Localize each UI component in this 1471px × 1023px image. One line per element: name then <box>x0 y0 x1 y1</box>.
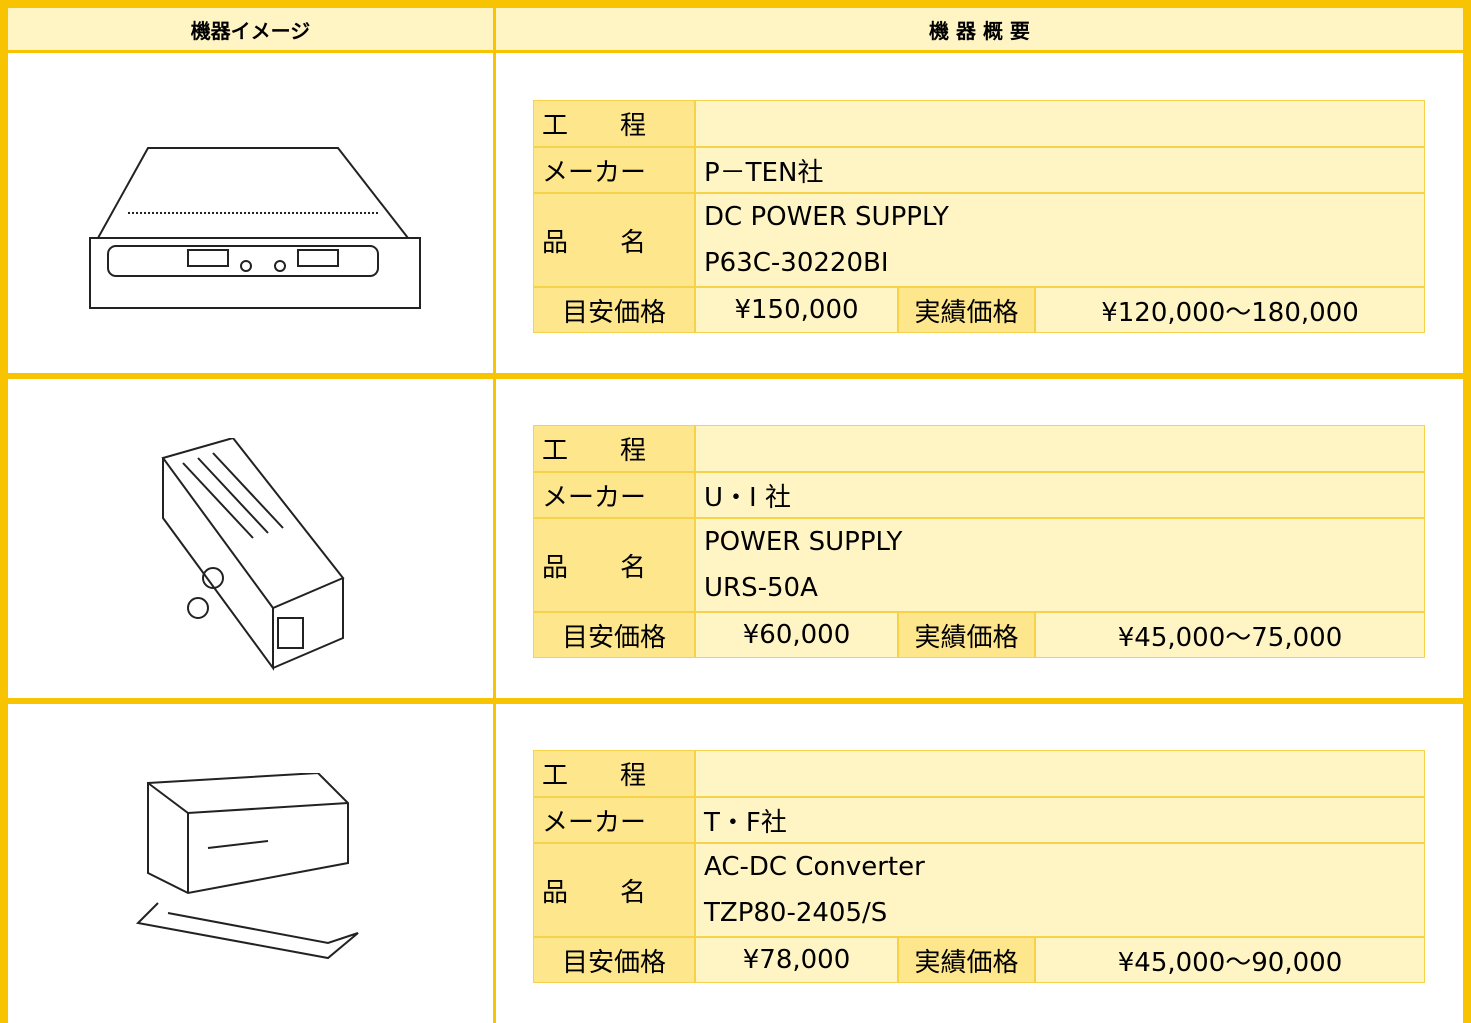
label-process: 工 程 <box>533 750 695 797</box>
name-line: DC POWER SUPPLY <box>704 202 949 232</box>
price: ¥78,000 <box>695 937 898 983</box>
row-separator <box>8 698 1463 704</box>
header-image: 機器イメージ <box>8 8 493 53</box>
device-image <box>135 773 359 960</box>
row-separator <box>8 373 1463 379</box>
label-process: 工 程 <box>533 100 695 147</box>
label-price: 目安価格 <box>533 937 695 983</box>
label-actual: 実績価格 <box>898 937 1035 983</box>
device-image <box>89 147 421 309</box>
name-line: URS-50A <box>704 573 818 603</box>
label-maker: メーカー <box>533 472 695 518</box>
maker: U・I 社 <box>695 472 1425 518</box>
name: AC-DC Converter TZP80-2405/S <box>695 843 1425 937</box>
maker: P－TEN社 <box>695 147 1425 193</box>
label-process: 工 程 <box>533 425 695 472</box>
label-maker: メーカー <box>533 147 695 193</box>
maker: T・F社 <box>695 797 1425 843</box>
label-actual: 実績価格 <box>898 287 1035 333</box>
label-price: 目安価格 <box>533 612 695 658</box>
label-name: 品 名 <box>533 843 695 937</box>
label-maker: メーカー <box>533 797 695 843</box>
divider <box>493 8 496 1023</box>
name-line: POWER SUPPLY <box>704 527 903 557</box>
process-value <box>695 425 1425 472</box>
label-name: 品 名 <box>533 518 695 612</box>
process-value <box>695 100 1425 147</box>
header-overview: 機 器 概 要 <box>496 8 1463 53</box>
label-name: 品 名 <box>533 193 695 287</box>
name-line: TZP80-2405/S <box>704 898 888 928</box>
device-image <box>161 438 345 672</box>
actual-price: ¥45,000～75,000 <box>1035 612 1425 658</box>
name-line: P63C-30220BI <box>704 248 889 278</box>
process-value <box>695 750 1425 797</box>
price: ¥150,000 <box>695 287 898 333</box>
name: DC POWER SUPPLY P63C-30220BI <box>695 193 1425 287</box>
actual-price: ¥45,000～90,000 <box>1035 937 1425 983</box>
label-price: 目安価格 <box>533 287 695 333</box>
label-actual: 実績価格 <box>898 612 1035 658</box>
price: ¥60,000 <box>695 612 898 658</box>
actual-price: ¥120,000～180,000 <box>1035 287 1425 333</box>
name-line: AC-DC Converter <box>704 852 925 882</box>
name: POWER SUPPLY URS-50A <box>695 518 1425 612</box>
